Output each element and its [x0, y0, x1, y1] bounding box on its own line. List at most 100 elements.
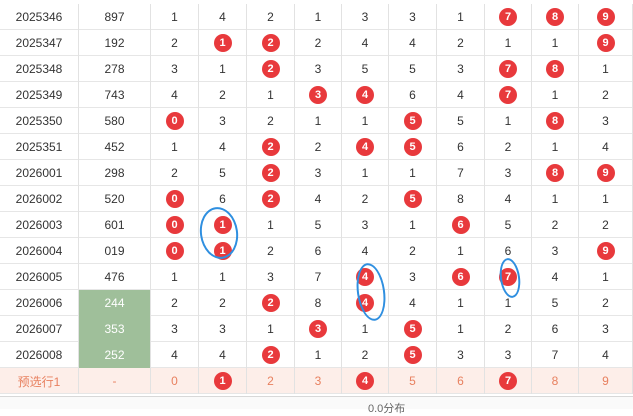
- period-cell: 2026002: [0, 186, 79, 212]
- digit-value: 3: [171, 322, 178, 336]
- digit-cell-8: 5: [532, 290, 579, 316]
- digit-value: 2: [314, 36, 322, 50]
- digit-cell-1: 1: [199, 238, 247, 264]
- digit-value: 5: [504, 218, 512, 232]
- hit-ball: 8: [546, 164, 564, 182]
- digit-value: 4: [219, 10, 226, 24]
- digit-cell-4: 1: [342, 108, 389, 134]
- digit-value: 8: [457, 192, 464, 206]
- digit-cell-4: 4: [342, 264, 389, 290]
- footer-label: 0.0分布: [368, 403, 406, 415]
- preselect-row-bg: [0, 368, 633, 394]
- digit-cell-5: 5: [389, 316, 437, 342]
- draw-number-cell: 252: [79, 342, 151, 368]
- digit-cell-0: 3: [151, 316, 199, 342]
- digit-cell-3: 5: [295, 212, 342, 238]
- digit-value: 2: [267, 244, 274, 258]
- draw-number-cell: 743: [79, 82, 151, 108]
- digit-cell-0: 0: [151, 212, 199, 238]
- digit-cell-7: 2: [485, 134, 532, 160]
- hit-ball: 9: [596, 242, 615, 260]
- digit-cell-8: 3: [532, 238, 579, 264]
- digit-cell-9: 1: [579, 186, 633, 212]
- digit-value: 1: [219, 62, 226, 76]
- digit-value: 3: [504, 166, 512, 180]
- digit-cell-3: 3: [295, 56, 342, 82]
- digit-value: 2: [602, 296, 609, 310]
- digit-cell-0: 2: [151, 290, 199, 316]
- digit-cell-7: 3: [485, 342, 532, 368]
- digit-cell-6: 3: [437, 56, 485, 82]
- digit-value: 3: [551, 244, 559, 258]
- row-divider: [0, 237, 633, 238]
- digit-cell-3: 3: [295, 160, 342, 186]
- digit-cell-7: 1: [485, 290, 532, 316]
- hit-ball: 7: [499, 372, 517, 390]
- digit-cell-7: 1: [485, 30, 532, 56]
- digit-cell-7: 5: [485, 212, 532, 238]
- digit-value: 3: [314, 374, 322, 388]
- digit-value: 2: [602, 218, 609, 232]
- digit-cell-3: 6: [295, 238, 342, 264]
- hit-ball: 5: [403, 320, 422, 338]
- period-cell: 2025349: [0, 82, 79, 108]
- digit-value: 4: [504, 192, 512, 206]
- draw-number-cell: 353: [79, 316, 151, 342]
- hit-ball: 1: [213, 34, 232, 52]
- digit-cell-9: 1: [579, 264, 633, 290]
- draw-number-cell: 476: [79, 264, 151, 290]
- hit-ball: 9: [596, 34, 615, 52]
- digit-cell-5: 5: [389, 186, 437, 212]
- digit-cell-0: 2: [151, 30, 199, 56]
- hit-ball: 5: [403, 190, 422, 208]
- hit-ball: 4: [356, 138, 374, 156]
- digit-cell-8: 8: [532, 368, 579, 394]
- digit-cell-1: 1: [199, 30, 247, 56]
- digit-value: 7: [314, 270, 322, 284]
- row-divider: [0, 107, 633, 108]
- row-divider: [0, 315, 633, 316]
- digit-value: 1: [361, 322, 369, 336]
- digit-cell-0: 1: [151, 4, 199, 30]
- digit-cell-2: 1: [247, 212, 295, 238]
- digit-value: 1: [457, 244, 464, 258]
- digit-value: 2: [267, 374, 274, 388]
- digit-cell-9: 9: [579, 4, 633, 30]
- digit-value: 4: [602, 348, 609, 362]
- hit-ball: 2: [261, 60, 280, 78]
- digit-value: 8: [551, 374, 559, 388]
- digit-value: 1: [551, 192, 559, 206]
- hit-ball: 9: [596, 8, 615, 26]
- digit-value: 6: [504, 244, 512, 258]
- digit-value: 1: [409, 166, 416, 180]
- hit-ball: 2: [261, 34, 280, 52]
- digit-cell-3: 4: [295, 186, 342, 212]
- digit-cell-3: 3: [295, 316, 342, 342]
- digit-value: 5: [219, 166, 226, 180]
- digit-value: 1: [219, 270, 226, 284]
- digit-value: 2: [409, 244, 416, 258]
- digit-cell-2: 2: [247, 368, 295, 394]
- digit-value: 1: [361, 114, 369, 128]
- hit-ball: 2: [261, 164, 280, 182]
- digit-cell-7: 7: [485, 368, 532, 394]
- period-cell: 2026007: [0, 316, 79, 342]
- digit-value: 3: [314, 62, 322, 76]
- digit-cell-5: 3: [389, 264, 437, 290]
- digit-cell-2: 2: [247, 342, 295, 368]
- period-cell: 2026008: [0, 342, 79, 368]
- period-cell: 2026005: [0, 264, 79, 290]
- digit-cell-0: 1: [151, 264, 199, 290]
- digit-value: 6: [457, 140, 464, 154]
- digit-value: 1: [171, 10, 178, 24]
- digit-value: 5: [409, 374, 416, 388]
- hit-ball: 8: [546, 112, 564, 130]
- draw-number-cell: 244: [79, 290, 151, 316]
- digit-value: 1: [504, 36, 512, 50]
- digit-value: 1: [602, 270, 609, 284]
- digit-cell-1: 1: [199, 368, 247, 394]
- digit-cell-0: 0: [151, 108, 199, 134]
- digit-value: 8: [314, 296, 322, 310]
- digit-cell-9: 3: [579, 316, 633, 342]
